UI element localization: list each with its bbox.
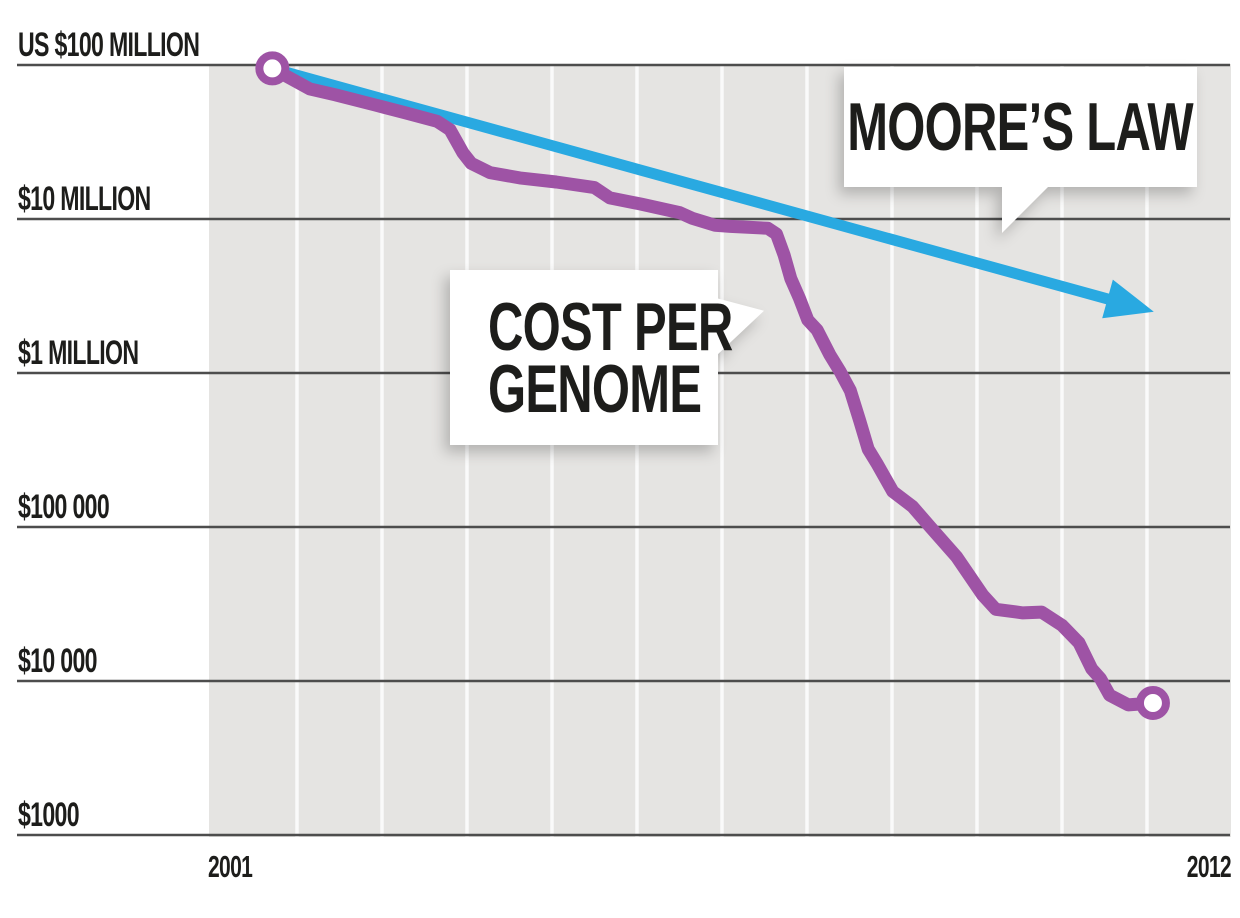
y-axis-label-10m: $10 MILLION [18,180,213,218]
cost-per-genome-callout: COST PER GENOME [450,270,764,445]
y-axis-label-100k: $100 000 [18,488,152,526]
y-axis-label-1k: $1000 [18,796,108,834]
moores-law-arrowhead [1102,279,1154,319]
y-axis-label-100m: US $100 MILLION [18,26,285,64]
y-axis-label-text: $10 000 [18,642,97,680]
y-axis-label-text: $1000 [18,796,80,834]
y-axis-label-text: US $100 MILLION [18,26,200,64]
x-axis-label-text: 2001 [208,849,253,884]
cost-per-genome-label-line1: COST PER [488,289,733,365]
callout-bubble: COST PER GENOME [450,270,733,445]
y-axis-label-text: $100 000 [18,488,110,526]
cost-per-genome-line [265,61,1160,712]
x-axis-label-2012: 2012 [1166,849,1232,885]
moores-law-line [270,63,1125,309]
end-point-marker [1135,685,1170,720]
x-axis-label-text: 2012 [1186,849,1232,884]
x-axis-label-2001: 2001 [208,849,273,885]
moores-law-label: MOORE’S LAW [847,89,1194,165]
moores-law-callout: MOORE’S LAW [844,67,1197,233]
y-axis-label-text: $1 MILLION [18,334,139,372]
y-axis-label-text: $10 MILLION [18,180,151,218]
y-axis-label-10k: $10 000 [18,642,134,680]
start-point-marker [255,51,290,86]
cost-per-genome-label-line2: GENOME [488,351,702,427]
y-axis-label-1m: $1 MILLION [18,334,195,372]
callout-bubble: MOORE’S LAW [844,67,1197,187]
